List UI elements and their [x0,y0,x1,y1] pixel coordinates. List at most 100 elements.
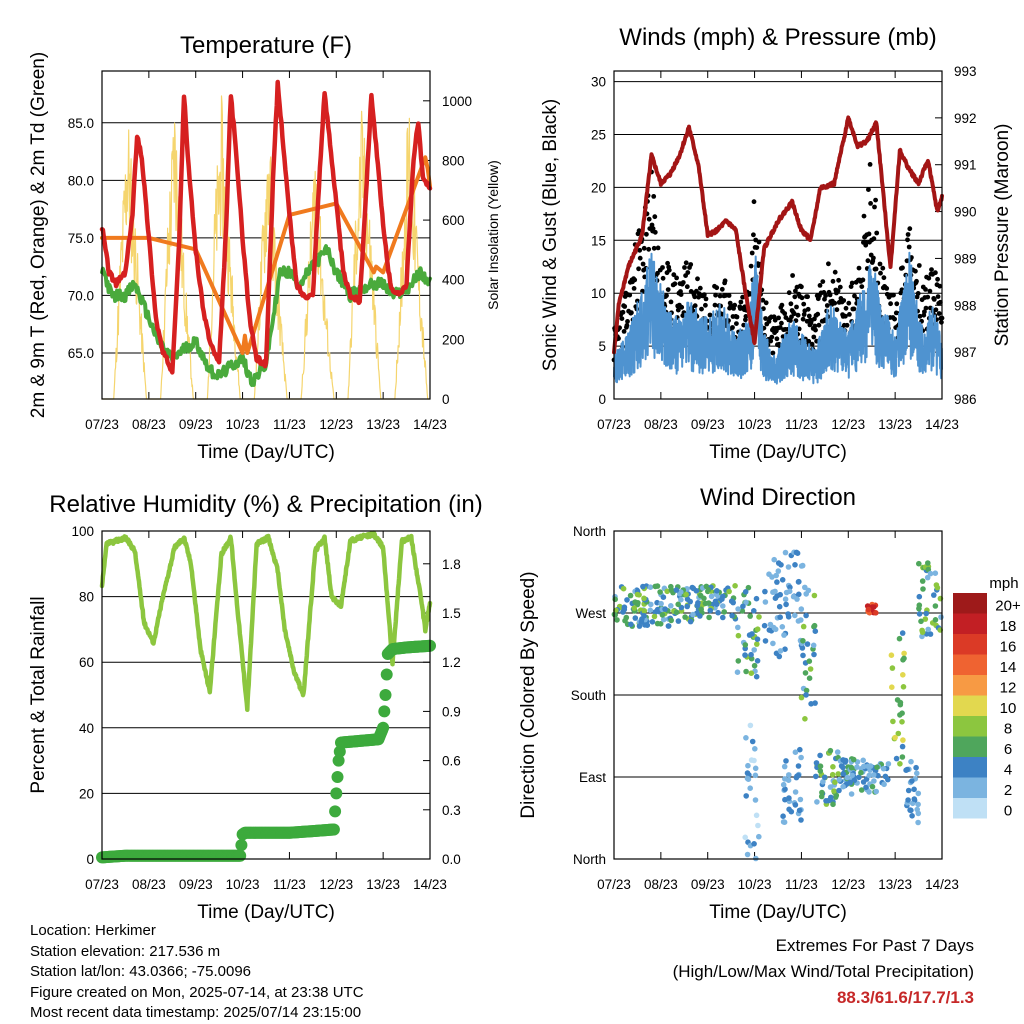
gust-point [873,197,878,203]
gust-point [799,295,805,301]
gust-point [627,292,633,298]
wind-direction-point [782,776,788,782]
colorbar-swatch [953,634,987,655]
x-tick-label: 10/23 [738,417,772,432]
gust-point [878,270,883,276]
precip-point [329,805,342,818]
wind-direction-point [652,583,659,590]
y-axis-label: Direction (Colored By Speed) [518,571,539,818]
wind-direction-point [779,624,786,630]
wind-direction-point [748,670,755,676]
wind-direction-point [774,579,780,585]
wind-direction-point [805,587,812,594]
gust-point [811,334,817,340]
wind-direction-point [804,641,811,647]
wind-direction-point [624,597,630,603]
gust-point [665,260,670,266]
wind-direction-point [720,603,726,609]
gust-point [931,297,937,302]
wind-direction-point [796,807,803,814]
wind-direction-panel: Wind Direction Time (Day/UTC) Direction (C… [518,484,959,923]
wind-direction-point [732,583,738,589]
wind-direction-point [627,592,634,599]
x-tick-label: 11/23 [273,877,306,892]
x-axis-label: Time (Day/UTC) [709,902,847,923]
gust-point [935,276,940,282]
gust-point [830,278,836,284]
y-tick-label: 20 [591,180,606,195]
precip-point [378,705,391,718]
colorbar-swatch [953,654,987,675]
wind-direction-point [800,623,807,630]
y-axis-label: Sonic Wind & Gust (Blue, Black) [540,99,561,371]
gust-point [625,319,630,324]
y-tick-label: 75.0 [68,231,94,246]
wind-direction-point [897,761,903,767]
wind-direction-point [747,785,753,791]
gust-point [646,216,652,222]
wind-direction-point [835,771,842,777]
gust-point [923,305,929,311]
plot-frame [613,530,943,860]
gust-point [754,245,760,251]
wind-direction-point [678,596,684,603]
gust-point [827,292,833,298]
gust-point [933,270,938,276]
wind-direction-point [776,653,783,660]
wind-direction-point [817,763,824,769]
y2-tick-label: 986 [954,392,977,407]
wind-direction-point [812,628,819,634]
wind-direction-point [754,641,760,647]
gust-point [805,294,810,300]
wind-direction-point [798,754,804,761]
wind-direction-point [913,764,919,771]
wind-direction-point [720,614,726,621]
wind-direction-point [932,617,939,623]
wind-direction-point [634,591,641,598]
y2-tick-label: 992 [954,111,977,126]
wind-direction-point [915,801,921,808]
wind-direction-point [777,591,783,598]
wind-direction-point [800,652,806,659]
wind-direction-point [781,632,787,638]
gust-point [926,275,932,281]
wind-direction-point [840,783,846,790]
gust-point [621,329,627,334]
wind-direction-point [678,589,684,595]
wind-direction-point [715,609,721,616]
gust-point [619,316,625,321]
wind-direction-point [925,626,931,633]
wind-direction-point [803,612,809,619]
wind-direction-point [771,556,777,563]
gust-point [743,314,749,319]
wind-direction-point [706,614,712,621]
wind-direction-point [754,636,761,642]
wind-direction-point [799,562,806,569]
gust-point [717,293,723,299]
gust-point [871,236,877,242]
wind-direction-point [900,737,906,743]
gust-point [692,303,698,309]
wind-direction-point [787,584,793,591]
wind-direction-point [668,587,675,593]
wind-direction-point [875,772,881,779]
colorbar-label: 16 [1000,639,1017,656]
wind-direction-point [647,607,654,614]
gust-point [703,296,709,302]
y-tick-label: North [573,852,606,867]
wind-direction-point [810,642,817,649]
colorbar-title: mph [989,575,1018,592]
wind-direction-point [785,614,792,620]
wind-direction-point [745,762,751,769]
y-tick-label: North [573,524,606,539]
wind-direction-point [811,592,818,599]
wind-direction-point [719,596,725,602]
wind-direction-point [641,595,647,602]
chart-title: Relative Humidity (%) & Precipitation (i… [49,491,482,518]
wind-direction-point [612,612,618,618]
y2-tick-label: 800 [442,153,465,168]
wind-direction-point [914,806,920,813]
wind-direction-point [628,621,634,628]
gust-point [635,298,640,304]
wind-direction-point [714,588,720,594]
